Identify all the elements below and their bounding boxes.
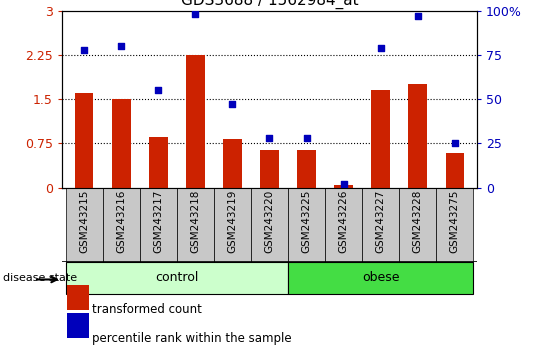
Bar [66,262,288,294]
Text: GSM243219: GSM243219 [227,190,238,253]
Text: GSM243220: GSM243220 [265,190,274,253]
Bar [103,188,140,262]
Bar [112,99,130,188]
Bar [251,188,288,262]
Point [117,43,126,49]
Bar [436,188,473,262]
Text: percentile rank within the sample: percentile rank within the sample [92,332,291,344]
Bar [371,90,390,188]
Text: GSM243215: GSM243215 [79,190,89,253]
Bar [409,84,427,188]
Point [265,135,274,141]
Text: disease state: disease state [3,273,77,283]
Bar [140,188,177,262]
Bar [325,188,362,262]
Text: GSM243225: GSM243225 [301,190,312,253]
Bar [260,150,279,188]
Bar [214,188,251,262]
Bar [66,188,103,262]
Text: control: control [155,272,198,284]
Bar [177,188,214,262]
Text: GSM243227: GSM243227 [376,190,386,253]
Bar [362,188,399,262]
Text: GSM243226: GSM243226 [338,190,349,253]
Text: GSM243228: GSM243228 [413,190,423,253]
Bar [446,153,464,188]
Text: obese: obese [362,272,399,284]
Text: GSM243217: GSM243217 [153,190,163,253]
Point [154,87,163,93]
Text: GSM243275: GSM243275 [450,190,460,253]
Point [302,135,311,141]
Point [451,141,459,146]
Bar [75,93,93,188]
Bar [334,185,353,188]
Text: transformed count: transformed count [92,303,202,316]
Text: GSM243216: GSM243216 [116,190,126,253]
Bar [288,188,325,262]
Point [413,13,422,19]
Text: GSM243218: GSM243218 [190,190,201,253]
Point [228,102,237,107]
Bar [298,150,316,188]
Bar [186,55,205,188]
Point [340,181,348,187]
Bar [149,137,168,188]
Point [376,45,385,51]
Bar [399,188,436,262]
Bar [288,262,473,294]
Bar [223,139,241,188]
Title: GDS3688 / 1562984_at: GDS3688 / 1562984_at [181,0,358,9]
Point [191,11,199,17]
Point [80,47,88,52]
